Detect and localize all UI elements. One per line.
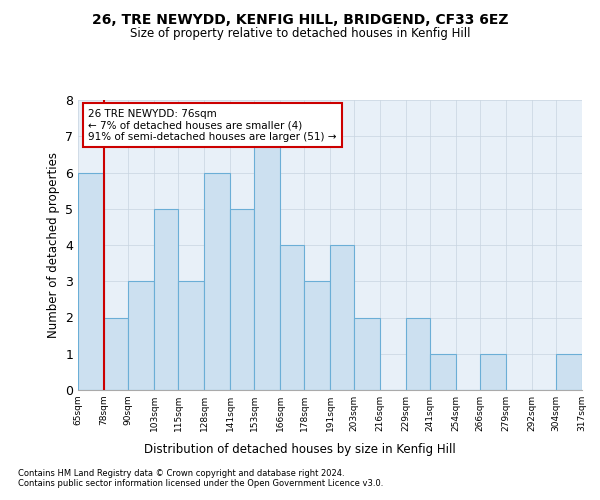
Bar xyxy=(280,245,304,390)
Bar xyxy=(304,281,330,390)
Y-axis label: Number of detached properties: Number of detached properties xyxy=(47,152,59,338)
Bar xyxy=(430,354,456,390)
Bar xyxy=(154,209,178,390)
Text: Contains HM Land Registry data © Crown copyright and database right 2024.: Contains HM Land Registry data © Crown c… xyxy=(18,469,344,478)
Bar xyxy=(204,172,230,390)
Bar xyxy=(78,172,104,390)
Bar xyxy=(128,281,154,390)
Bar xyxy=(104,318,128,390)
Text: 26 TRE NEWYDD: 76sqm
← 7% of detached houses are smaller (4)
91% of semi-detache: 26 TRE NEWYDD: 76sqm ← 7% of detached ho… xyxy=(88,108,337,142)
Text: 26, TRE NEWYDD, KENFIG HILL, BRIDGEND, CF33 6EZ: 26, TRE NEWYDD, KENFIG HILL, BRIDGEND, C… xyxy=(92,12,508,26)
Text: Contains public sector information licensed under the Open Government Licence v3: Contains public sector information licen… xyxy=(18,479,383,488)
Bar xyxy=(330,245,354,390)
Bar xyxy=(406,318,430,390)
Bar xyxy=(480,354,506,390)
Bar xyxy=(354,318,380,390)
Text: Size of property relative to detached houses in Kenfig Hill: Size of property relative to detached ho… xyxy=(130,28,470,40)
Bar xyxy=(254,136,280,390)
Bar xyxy=(178,281,204,390)
Bar xyxy=(556,354,582,390)
Bar xyxy=(230,209,254,390)
Text: Distribution of detached houses by size in Kenfig Hill: Distribution of detached houses by size … xyxy=(144,442,456,456)
